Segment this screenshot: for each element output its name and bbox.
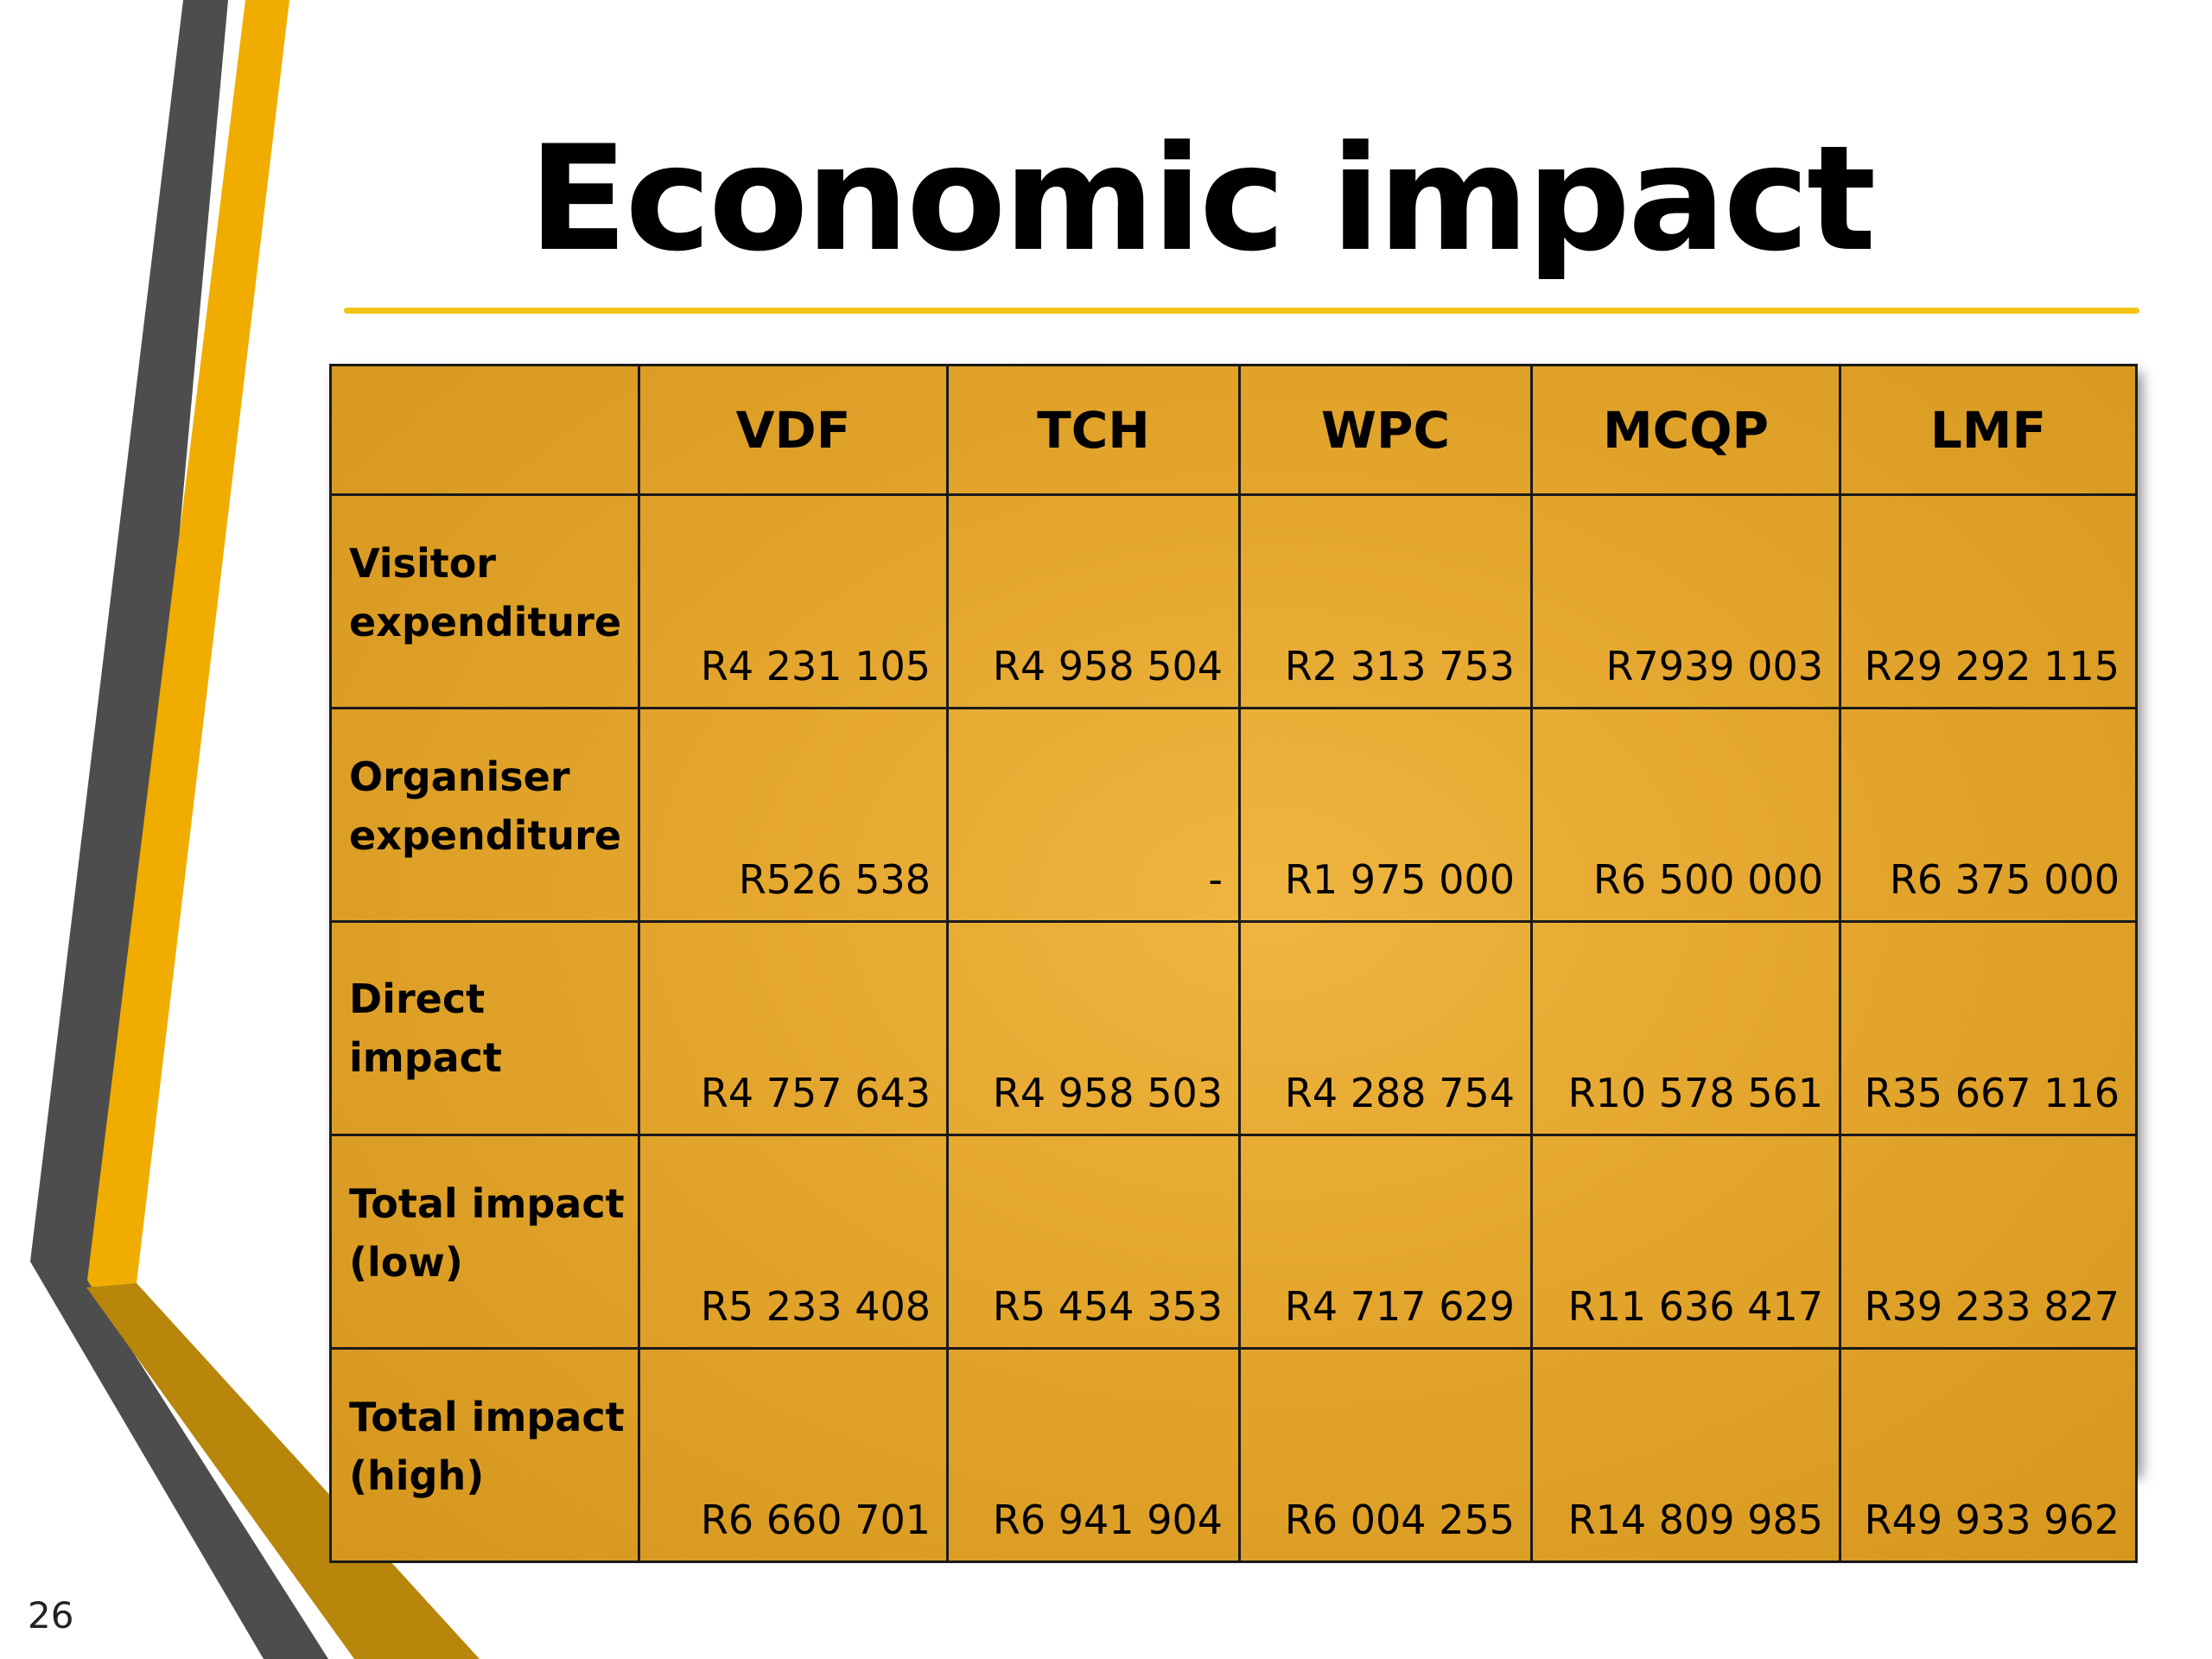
table-cell: R6 004 255	[1238, 1347, 1533, 1563]
table-cell: R4 958 504	[946, 493, 1241, 709]
table-cell: R10 578 561	[1530, 920, 1841, 1136]
table-cell: R4 958 503	[946, 920, 1241, 1136]
table-cell: R2 313 753	[1238, 493, 1533, 709]
gold-band	[86, 0, 289, 1287]
table-cell: R6 941 904	[946, 1347, 1241, 1563]
table-cell: R29 292 115	[1839, 493, 2138, 709]
table-row: Organiser expenditure R526 538 - R1 975 …	[329, 707, 2138, 923]
title-underline	[344, 308, 2139, 314]
row-label: Total impact (high)	[329, 1347, 640, 1563]
economic-impact-table: VDF TCH WPC MCQP LMF Visitor expenditure…	[329, 364, 2138, 1563]
slide-page-number: 26	[28, 1594, 74, 1637]
table-cell: R49 933 962	[1839, 1347, 2138, 1563]
table-cell: R39 233 827	[1839, 1134, 2138, 1350]
table-cell: R526 538	[638, 707, 949, 923]
table-cell: R4 717 629	[1238, 1134, 1533, 1350]
table-cell: R6 660 701	[638, 1347, 949, 1563]
table-cell: R14 809 985	[1530, 1347, 1841, 1563]
table-cell: R6 375 000	[1839, 707, 2138, 923]
table-cell: R7939 003	[1530, 493, 1841, 709]
table-cell: R4 231 105	[638, 493, 949, 709]
dark-gray-band	[30, 0, 228, 1296]
table-cell: R35 667 116	[1839, 920, 2138, 1136]
table-row: Total impact (high) R6 660 701 R6 941 90…	[329, 1347, 2138, 1563]
table-cell: R5 233 408	[638, 1134, 949, 1350]
table-cell: R1 975 000	[1238, 707, 1533, 923]
row-label: Organiser expenditure	[329, 707, 640, 923]
table-cell: -	[946, 707, 1241, 923]
header-mcqp: MCQP	[1530, 364, 1841, 496]
slide-title: Economic impact	[528, 114, 1877, 283]
header-vdf: VDF	[638, 364, 949, 496]
table-cell: R4 288 754	[1238, 920, 1533, 1136]
table-cell: R5 454 353	[946, 1134, 1241, 1350]
table-header-row: VDF TCH WPC MCQP LMF	[329, 364, 2138, 496]
table-cell: R4 757 643	[638, 920, 949, 1136]
table-row: Direct impact R4 757 643 R4 958 503 R4 2…	[329, 920, 2138, 1136]
row-label: Visitor expenditure	[329, 493, 640, 709]
table-cell: R6 500 000	[1530, 707, 1841, 923]
header-lmf: LMF	[1839, 364, 2138, 496]
header-wpc: WPC	[1238, 364, 1533, 496]
row-label: Total impact (low)	[329, 1134, 640, 1350]
header-empty-cell	[329, 364, 640, 496]
table-cell: R11 636 417	[1530, 1134, 1841, 1350]
header-tch: TCH	[946, 364, 1241, 496]
table-row: Total impact (low) R5 233 408 R5 454 353…	[329, 1134, 2138, 1350]
row-label: Direct impact	[329, 920, 640, 1136]
table-row: Visitor expenditure R4 231 105 R4 958 50…	[329, 493, 2138, 709]
